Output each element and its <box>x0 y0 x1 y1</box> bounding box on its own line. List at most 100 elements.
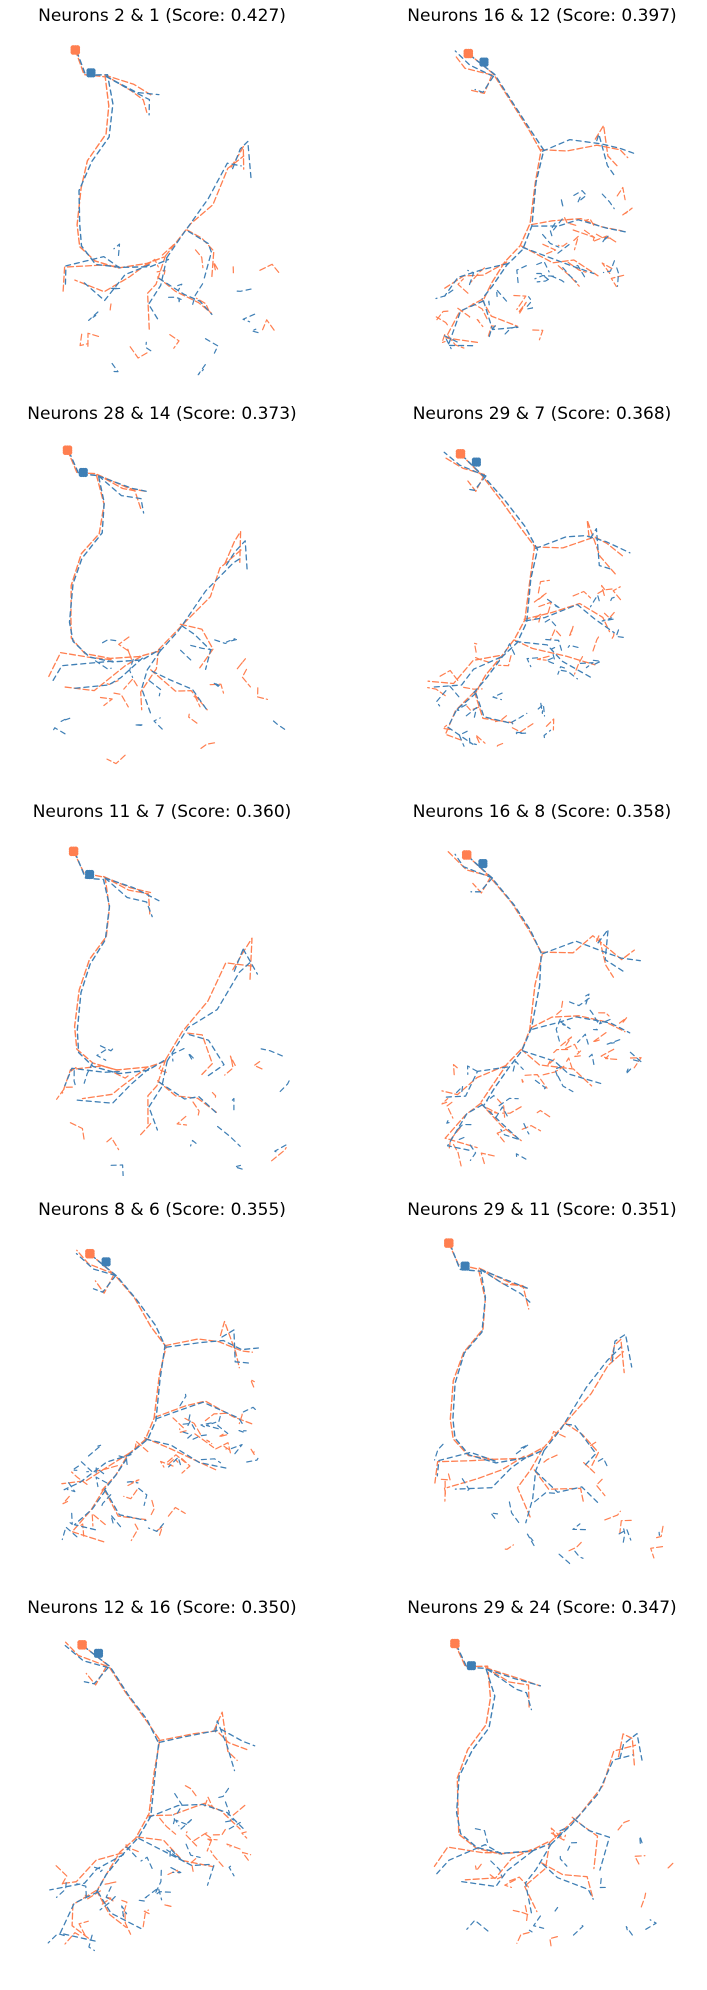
neuron-trace-segment <box>192 1101 200 1118</box>
neuron-trace-segment <box>260 1048 283 1057</box>
neuron-trace-segment <box>526 296 533 307</box>
neuron-trace-segment <box>158 1081 218 1115</box>
neuron-trace-segment <box>596 133 616 178</box>
neuron-trace-segment <box>179 1428 187 1433</box>
neuron-overlay-plot <box>435 48 635 350</box>
neuron-trace-segment <box>134 724 143 726</box>
neuron-trace-segment <box>127 1479 140 1487</box>
panel-title: Neurons 29 & 7 (Score: 0.368) <box>412 404 672 424</box>
neuron-trace-segment <box>558 1553 572 1567</box>
neuron-trace-segment <box>156 269 166 275</box>
neuron-trace-segment <box>557 666 565 675</box>
neuron-trace-segment <box>104 1489 147 1522</box>
neuron-trace-segment <box>522 246 595 275</box>
neuron-trace-segment <box>143 1909 150 1915</box>
neuron-trace-segment <box>104 74 152 96</box>
neuron-trace-segment <box>439 1473 451 1481</box>
neuron-trace-segment <box>148 1060 168 1131</box>
neuron-trace-segment <box>205 1421 219 1430</box>
neuron-trace-segment <box>194 249 204 269</box>
neuron-trace-segment <box>238 1430 247 1433</box>
neuron-trace-segment <box>217 1125 241 1147</box>
neuron-trace-segment <box>251 328 259 334</box>
neuron-trace-segment <box>180 1817 194 1830</box>
neuron-trace-segment <box>523 1123 530 1135</box>
neuron-trace-segment <box>463 686 483 690</box>
neuron-trace-segment <box>542 940 641 962</box>
neuron-trace-segment <box>436 1843 503 1875</box>
neuron-trace-segment <box>513 294 527 311</box>
neuron-trace-segment <box>498 1097 519 1107</box>
neuron-trace-segment <box>197 364 206 376</box>
neuron-trace-segment <box>259 263 281 275</box>
neuron-trace-segment <box>482 300 519 331</box>
neuron-trace-segment <box>478 1267 530 1310</box>
neuron-trace-segment <box>144 258 159 268</box>
soma-marker <box>450 1638 460 1649</box>
neuron-trace-segment <box>528 1929 534 1933</box>
panel-9: Neurons 12 & 16 (Score: 0.350) <box>12 1592 312 1972</box>
neuron-trace-segment <box>504 1879 516 1888</box>
neuron-trace-segment <box>523 602 611 633</box>
neuron-trace-segment <box>155 1401 244 1426</box>
neuron-trace-segment <box>572 1523 586 1531</box>
neuron-trace-segment <box>145 1438 228 1469</box>
neuron-trace-segment <box>63 1453 132 1491</box>
neuron-trace-segment <box>242 313 256 323</box>
neuron-trace-segment <box>181 1457 191 1474</box>
neuron-trace-segment <box>520 1048 593 1087</box>
neuron-trace-segment <box>61 1065 119 1094</box>
neuron-trace-segment <box>598 1012 610 1017</box>
neuron-trace-segment <box>61 1452 131 1485</box>
neuron-trace-segment <box>272 720 286 730</box>
neuron-trace-segment <box>447 300 485 347</box>
neuron-trace-segment <box>433 1846 501 1868</box>
neuron-trace-segment <box>554 1065 564 1077</box>
soma-marker <box>68 846 79 857</box>
neuron-trace-segment <box>188 713 198 724</box>
neuron-trace-segment <box>166 960 252 1062</box>
neuron-trace-segment <box>91 1513 106 1527</box>
neuron-trace-segment <box>569 625 574 637</box>
neuron-trace-segment <box>467 269 475 286</box>
neuron-trace-segment <box>533 536 625 558</box>
neuron-trace-segment <box>200 1458 222 1464</box>
neuron-trace-segment <box>650 1546 664 1559</box>
neuron-trace-segment <box>218 1433 228 1438</box>
neuron-trace-segment <box>439 669 460 683</box>
neuron-trace-segment <box>572 590 592 599</box>
neuron-trace-segment <box>96 473 149 493</box>
neuron-trace-segment <box>123 678 138 690</box>
neuron-trace-segment <box>443 456 486 476</box>
neuron-trace-segment <box>494 715 508 723</box>
neuron-trace-segment <box>603 611 615 619</box>
neuron-trace-segment <box>625 1068 632 1075</box>
neuron-trace-segment <box>85 1665 108 1686</box>
neuron-trace-segment <box>233 947 259 975</box>
neuron-trace-segment <box>55 1865 68 1886</box>
neuron-trace-segment <box>516 1931 530 1944</box>
neuron-trace-segment <box>510 712 528 724</box>
neuron-trace-segment <box>217 1415 229 1435</box>
soma-marker <box>86 68 96 78</box>
neuron-trace-segment <box>180 649 193 662</box>
neuron-trace-segment <box>542 233 560 248</box>
neuron-trace-segment <box>588 1008 599 1023</box>
neuron-trace-segment <box>106 680 119 685</box>
neuron-trace-segment <box>574 1050 582 1058</box>
neuron-trace-segment <box>441 1064 507 1096</box>
neuron-trace-segment <box>558 1826 570 1837</box>
neuron-trace-segment <box>130 1523 139 1542</box>
neuron-trace-segment <box>524 307 534 310</box>
neuron-trace-segment <box>567 644 579 648</box>
panel-7: Neurons 8 & 6 (Score: 0.355) <box>12 1194 312 1574</box>
neuron-trace-segment <box>604 1510 621 1521</box>
neuron-trace-segment <box>468 74 493 95</box>
soma-marker <box>471 457 481 467</box>
neuron-trace-segment <box>442 724 451 731</box>
neuron-trace-segment <box>520 245 599 277</box>
neuron-trace-segment <box>241 1851 252 1861</box>
neuron-trace-segment <box>516 1448 544 1519</box>
neuron-trace-segment <box>445 298 483 344</box>
neuron-trace-segment <box>150 1499 155 1516</box>
